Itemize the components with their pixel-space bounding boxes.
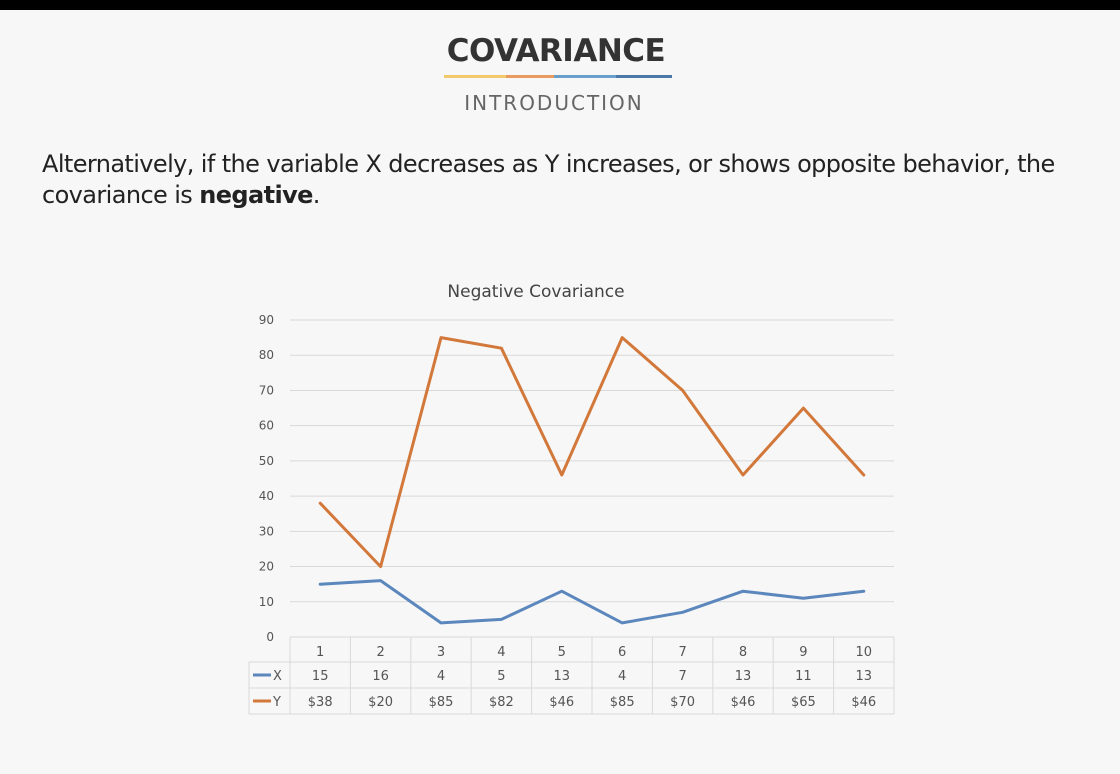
y-tick-label: 70	[259, 383, 274, 397]
body-paragraph: Alternatively, if the variable X decreas…	[42, 149, 1092, 211]
y-tick-label: 50	[259, 454, 274, 468]
y-tick-label: 30	[259, 524, 274, 538]
table-cell-y: $38	[308, 695, 333, 710]
table-cell-y: $46	[851, 695, 876, 710]
series-line-y	[318, 336, 866, 569]
table-cell-y: $65	[791, 695, 816, 710]
y-tick-label: 80	[259, 348, 274, 362]
x-category-label: 3	[437, 645, 445, 660]
body-text-bold: negative	[199, 181, 313, 209]
legend-label-y: Y	[272, 695, 281, 710]
underline-segment	[616, 75, 672, 78]
table-cell-y: $46	[549, 695, 574, 710]
y-tick-label: 0	[266, 630, 274, 644]
table-cell-y: $85	[610, 695, 635, 710]
y-tick-label: 10	[259, 595, 274, 609]
x-category-label: 5	[558, 645, 566, 660]
slide-subtitle: INTRODUCTION	[464, 91, 644, 115]
table-cell-x: 13	[554, 669, 571, 684]
table-cell-x: 4	[618, 669, 626, 684]
chart-title: Negative Covariance	[447, 282, 624, 302]
table-cell-y: $85	[429, 695, 454, 710]
table-cell-x: 15	[312, 669, 329, 684]
slide-title: COVARIANCE	[446, 33, 666, 69]
underline-segment	[554, 75, 616, 78]
legend-label-x: X	[273, 669, 282, 684]
x-category-label: 8	[739, 645, 747, 660]
table-cell-y: $46	[731, 695, 756, 710]
x-category-label: 7	[678, 645, 686, 660]
table-cell-x: 5	[497, 669, 505, 684]
table-cell-y: $82	[489, 695, 514, 710]
underline-segment	[506, 75, 554, 78]
y-tick-label: 60	[259, 419, 274, 433]
table-cell-y: $20	[368, 695, 393, 710]
x-category-label: 4	[497, 645, 505, 660]
x-category-label: 6	[618, 645, 626, 660]
body-text-end: .	[312, 181, 321, 209]
table-cell-x: 13	[735, 669, 752, 684]
table-cell-x: 16	[372, 669, 389, 684]
table-cell-x: 4	[437, 669, 445, 684]
y-tick-label: 20	[259, 560, 274, 574]
table-cell-x: 11	[795, 669, 812, 684]
x-category-label: 9	[799, 645, 807, 660]
underline-segment	[444, 75, 506, 78]
y-tick-label: 40	[259, 489, 274, 503]
x-category-label: 10	[856, 645, 873, 660]
x-category-label: 1	[316, 645, 324, 660]
table-cell-x: 13	[856, 669, 873, 684]
y-tick-label: 90	[259, 313, 274, 327]
body-text-plain: Alternatively, if the variable X decreas…	[42, 150, 1055, 209]
table-cell-x: 7	[678, 669, 686, 684]
title-underline	[444, 75, 672, 78]
series-line-x	[318, 579, 866, 625]
top-bar	[0, 0, 1120, 10]
x-category-label: 2	[376, 645, 384, 660]
table-cell-y: $70	[670, 695, 695, 710]
